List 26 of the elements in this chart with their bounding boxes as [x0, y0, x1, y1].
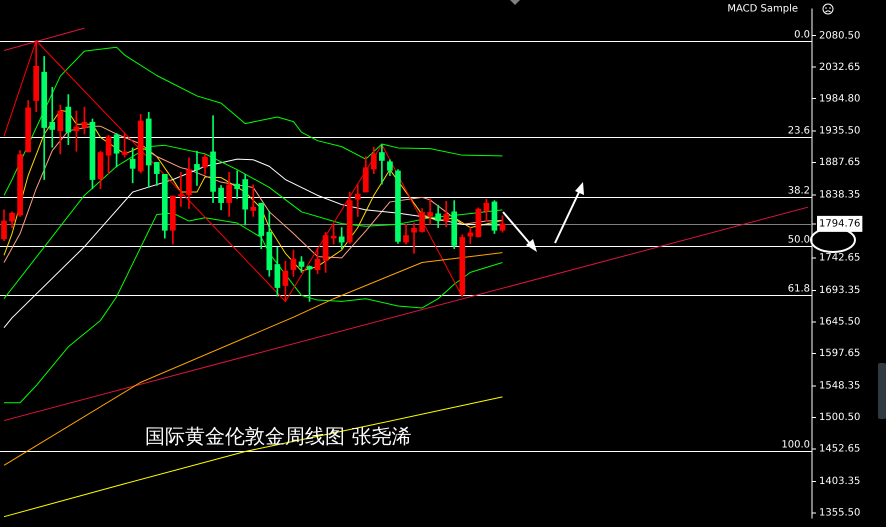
annotation: 61.8	[788, 284, 810, 295]
candlestick	[306, 265, 312, 302]
y-tick-label: 2032.65	[819, 62, 860, 73]
y-tick-label: 1452.65	[819, 444, 860, 455]
annotation: 50.0	[788, 234, 810, 246]
y-tick-label: 1742.65	[819, 252, 860, 264]
candlestick	[411, 222, 417, 254]
y-tick-label: 1403.35	[819, 476, 860, 488]
annotation: 100.0	[781, 440, 810, 451]
candlestick	[194, 150, 200, 186]
y-tick-label: 1597.65	[819, 348, 860, 360]
y-tick-label: 1794.76	[819, 218, 860, 230]
y-tick-label: 1645.50	[819, 316, 860, 328]
annotation: MACD Sample	[727, 4, 798, 15]
y-tick-label: 1838.35	[819, 190, 860, 201]
y-tick-label: 2080.50	[819, 30, 860, 42]
y-tick-label: 1548.35	[819, 380, 860, 392]
y-tick-label: 1693.35	[819, 285, 860, 296]
y-tick-label: 1887.65	[819, 157, 860, 168]
y-tick-label: 1355.50	[819, 508, 860, 519]
annotation: 23.6	[788, 126, 810, 137]
y-tick-label: 1500.50	[819, 412, 860, 424]
annotation: 38.2	[788, 186, 810, 197]
y-tick-label: 1935.50	[819, 126, 860, 137]
annotation: 0.0	[794, 30, 810, 41]
y-tick-label: 1984.80	[819, 93, 860, 104]
